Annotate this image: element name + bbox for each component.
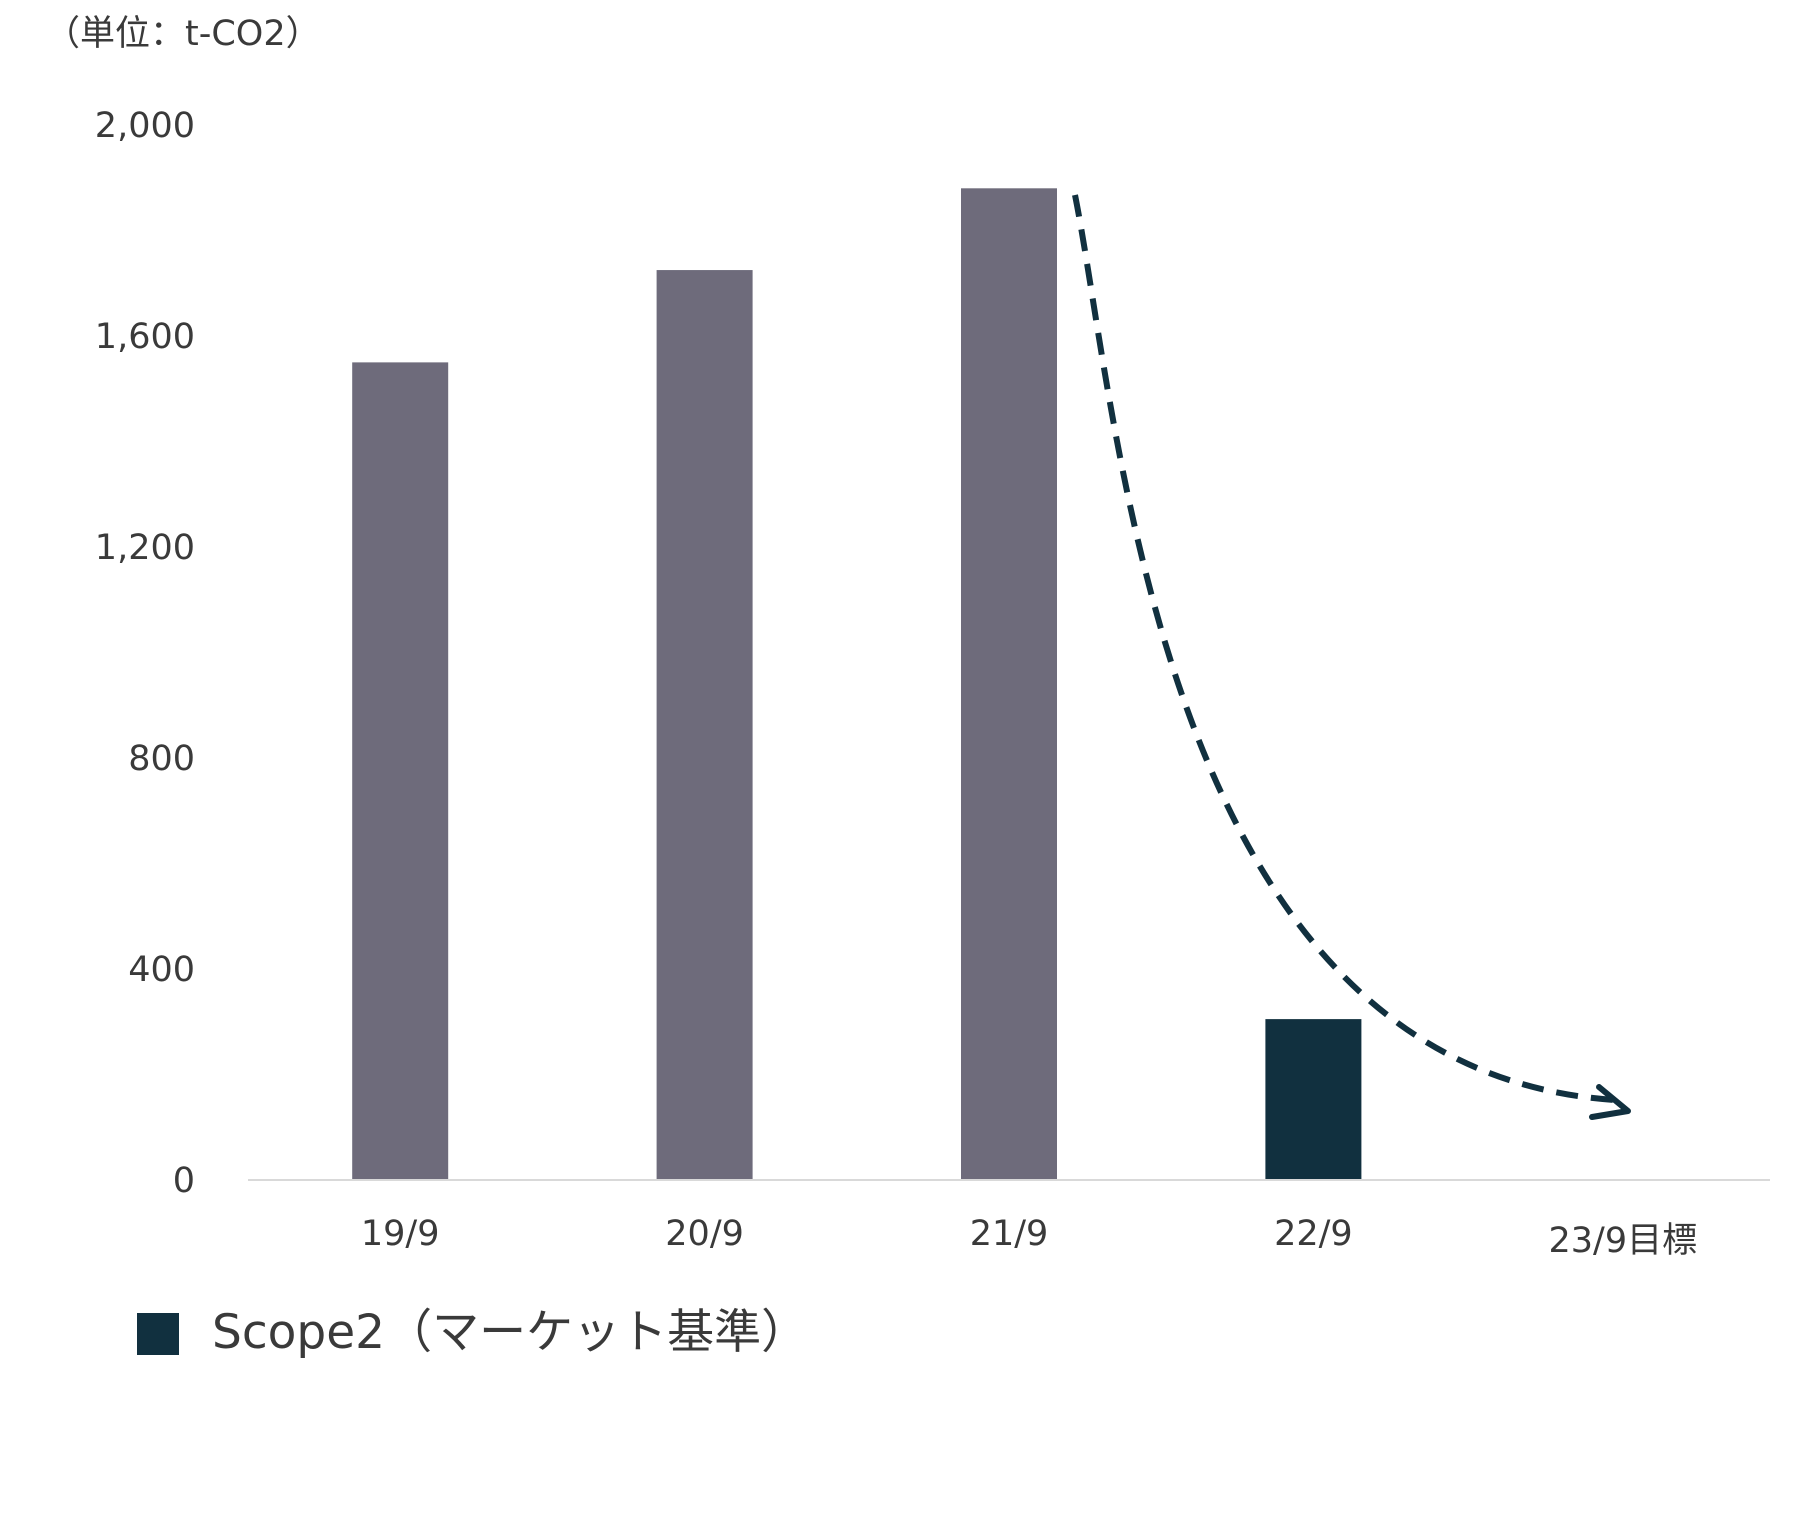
y-tick-label: 800 xyxy=(128,739,195,779)
bar-19-9 xyxy=(352,362,449,1180)
x-tick-label: 20/9 xyxy=(665,1214,744,1254)
x-tick-label: 21/9 xyxy=(970,1214,1049,1254)
bar-22-9 xyxy=(1265,1019,1362,1180)
unit-label: （単位：t-CO2） xyxy=(45,14,321,54)
trend-arrow-annotation xyxy=(1072,194,1631,1120)
y-axis-tick-labels: 0 400 800 1,200 1,600 2,000 xyxy=(95,106,195,1201)
y-tick-label: 0 xyxy=(173,1161,195,1201)
bar-21-9 xyxy=(961,188,1057,1181)
legend-label: Scope2（マーケット基準） xyxy=(212,1305,808,1360)
y-tick-label: 1,200 xyxy=(95,528,195,568)
dashed-trend-curve xyxy=(1072,194,1616,1103)
y-tick-label: 400 xyxy=(128,950,195,990)
x-tick-label: 22/9 xyxy=(1274,1214,1353,1254)
x-axis-tick-labels: 19/9 20/9 21/9 22/9 23/9目標 xyxy=(361,1214,1697,1261)
bar-20-9 xyxy=(656,270,753,1180)
y-tick-label: 2,000 xyxy=(95,106,195,146)
y-tick-label: 1,600 xyxy=(95,317,195,357)
arrow-head-icon xyxy=(1589,1084,1631,1120)
x-tick-label: 23/9目標 xyxy=(1548,1221,1697,1261)
legend-swatch xyxy=(137,1313,179,1355)
legend: Scope2（マーケット基準） xyxy=(137,1305,808,1360)
x-tick-label: 19/9 xyxy=(361,1214,440,1254)
bars xyxy=(352,188,1362,1181)
